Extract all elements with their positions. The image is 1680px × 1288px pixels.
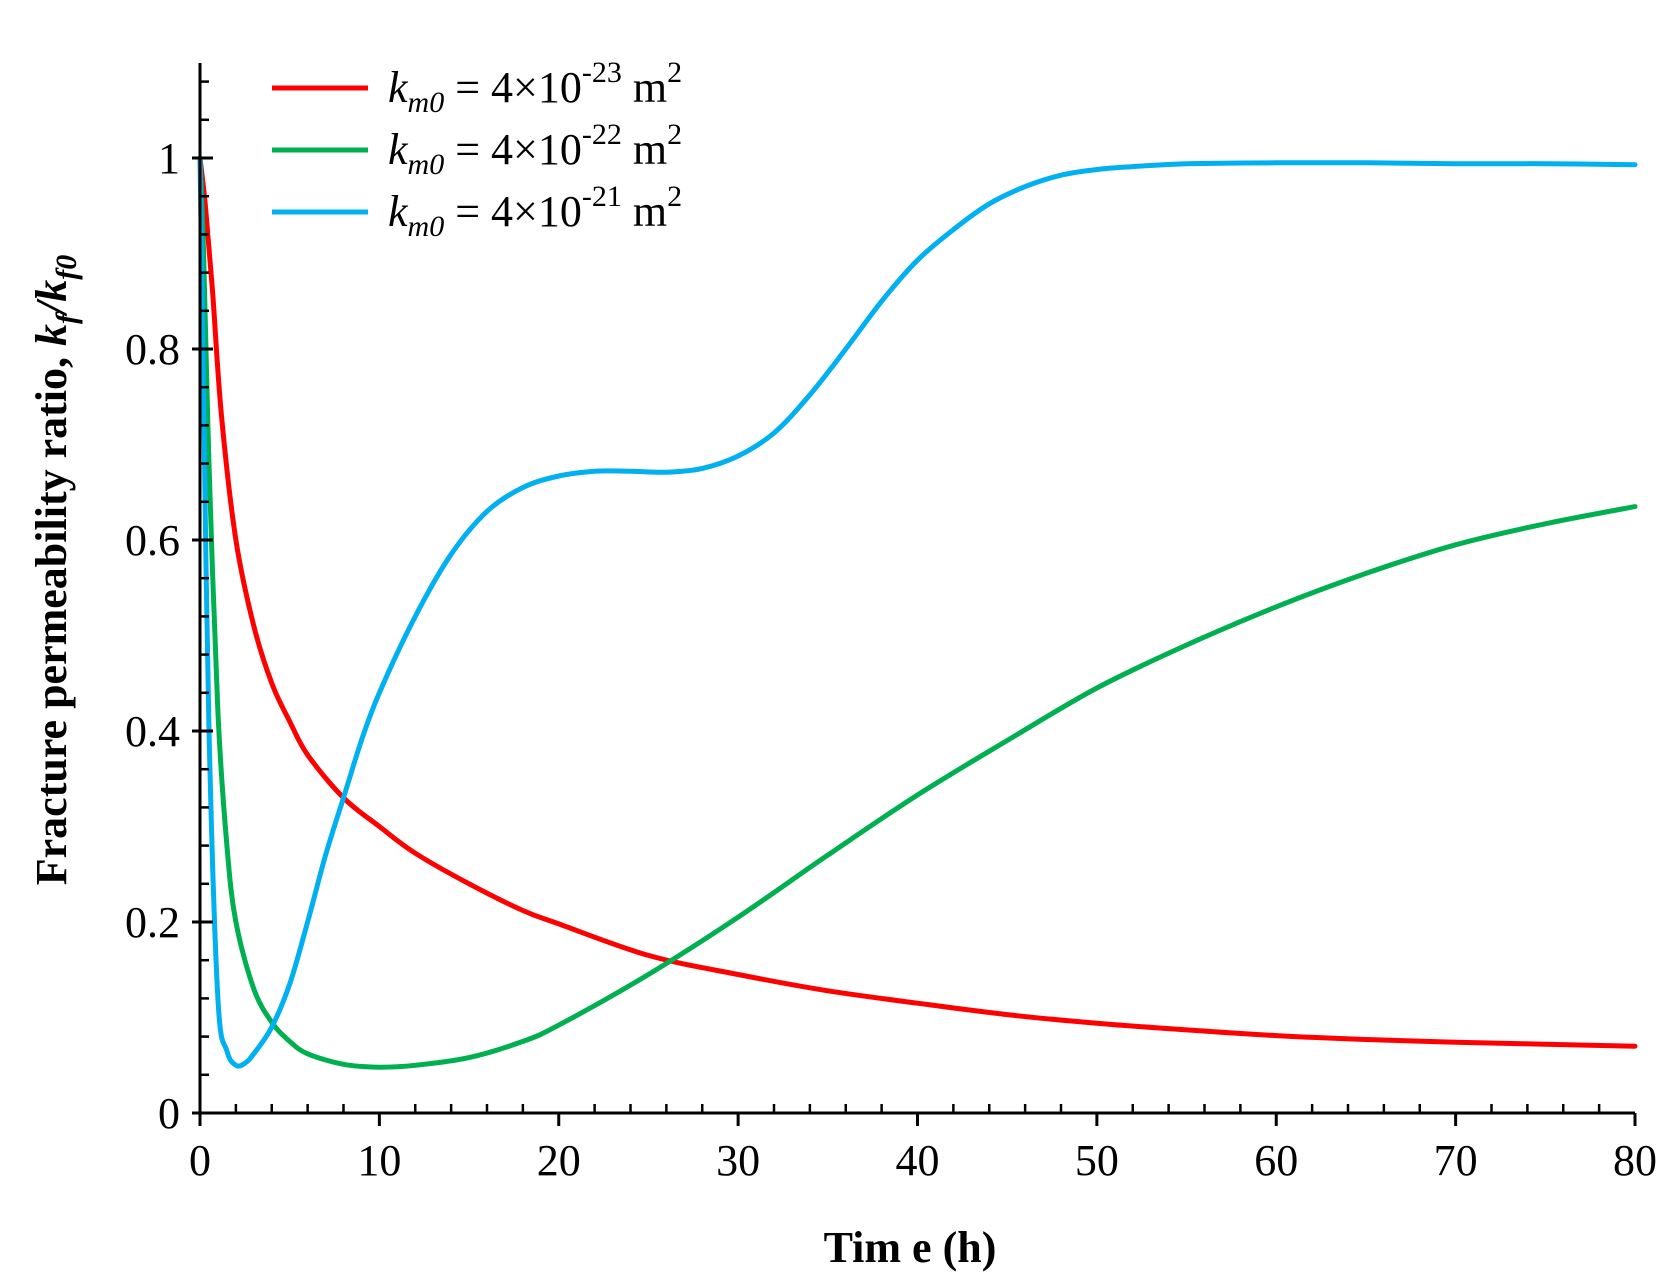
y-axis-title-text: Fracture permeability ratio, xyxy=(27,346,76,885)
ticks: 0 10 20 30 40 50 60 70 80 0 0.2 0.4 0.6 0.8 1 xyxy=(125,80,1657,1185)
x-tick-label: 20 xyxy=(537,1136,581,1185)
y-tick-label: 0.2 xyxy=(125,898,180,947)
x-tick-label: 70 xyxy=(1434,1136,1478,1185)
y-tick-label: 0 xyxy=(158,1089,180,1138)
legend-label-1: km0 = 4×10-23 m2 xyxy=(388,56,682,119)
series-line-2 xyxy=(197,155,1638,1070)
x-tick-label: 10 xyxy=(357,1136,401,1185)
y-tick-label: 1 xyxy=(158,134,180,183)
y-axis-title: Fracture permeability ratio, kf/kf0 xyxy=(27,255,83,885)
series-line-1 xyxy=(197,155,1638,1049)
x-tick-label: 50 xyxy=(1075,1136,1119,1185)
x-axis-title: Tim e (h) xyxy=(824,1223,997,1272)
plot-lines xyxy=(197,155,1638,1070)
y-axis-symbol-slash: / xyxy=(27,298,76,317)
y-axis-symbol-f: f xyxy=(50,311,83,324)
y-axis-symbol-k2: k xyxy=(27,280,76,302)
y-axis-symbol-f0: f0 xyxy=(50,255,83,280)
x-tick-label: 40 xyxy=(896,1136,940,1185)
x-tick-label: 30 xyxy=(716,1136,760,1185)
legend-label-2: km0 = 4×10-22 m2 xyxy=(388,118,682,181)
y-tick-label: 0.8 xyxy=(125,325,180,374)
x-tick-label: 80 xyxy=(1613,1136,1657,1185)
x-tick-label: 60 xyxy=(1254,1136,1298,1185)
y-tick-label: 0.4 xyxy=(125,707,180,756)
x-tick-label: 0 xyxy=(189,1136,211,1185)
series-line-3 xyxy=(197,155,1638,1069)
legend-label-3: km0 = 4×10-21 m2 xyxy=(388,180,682,243)
y-tick-label: 0.6 xyxy=(125,516,180,565)
y-axis-symbol-k: k xyxy=(27,324,76,346)
